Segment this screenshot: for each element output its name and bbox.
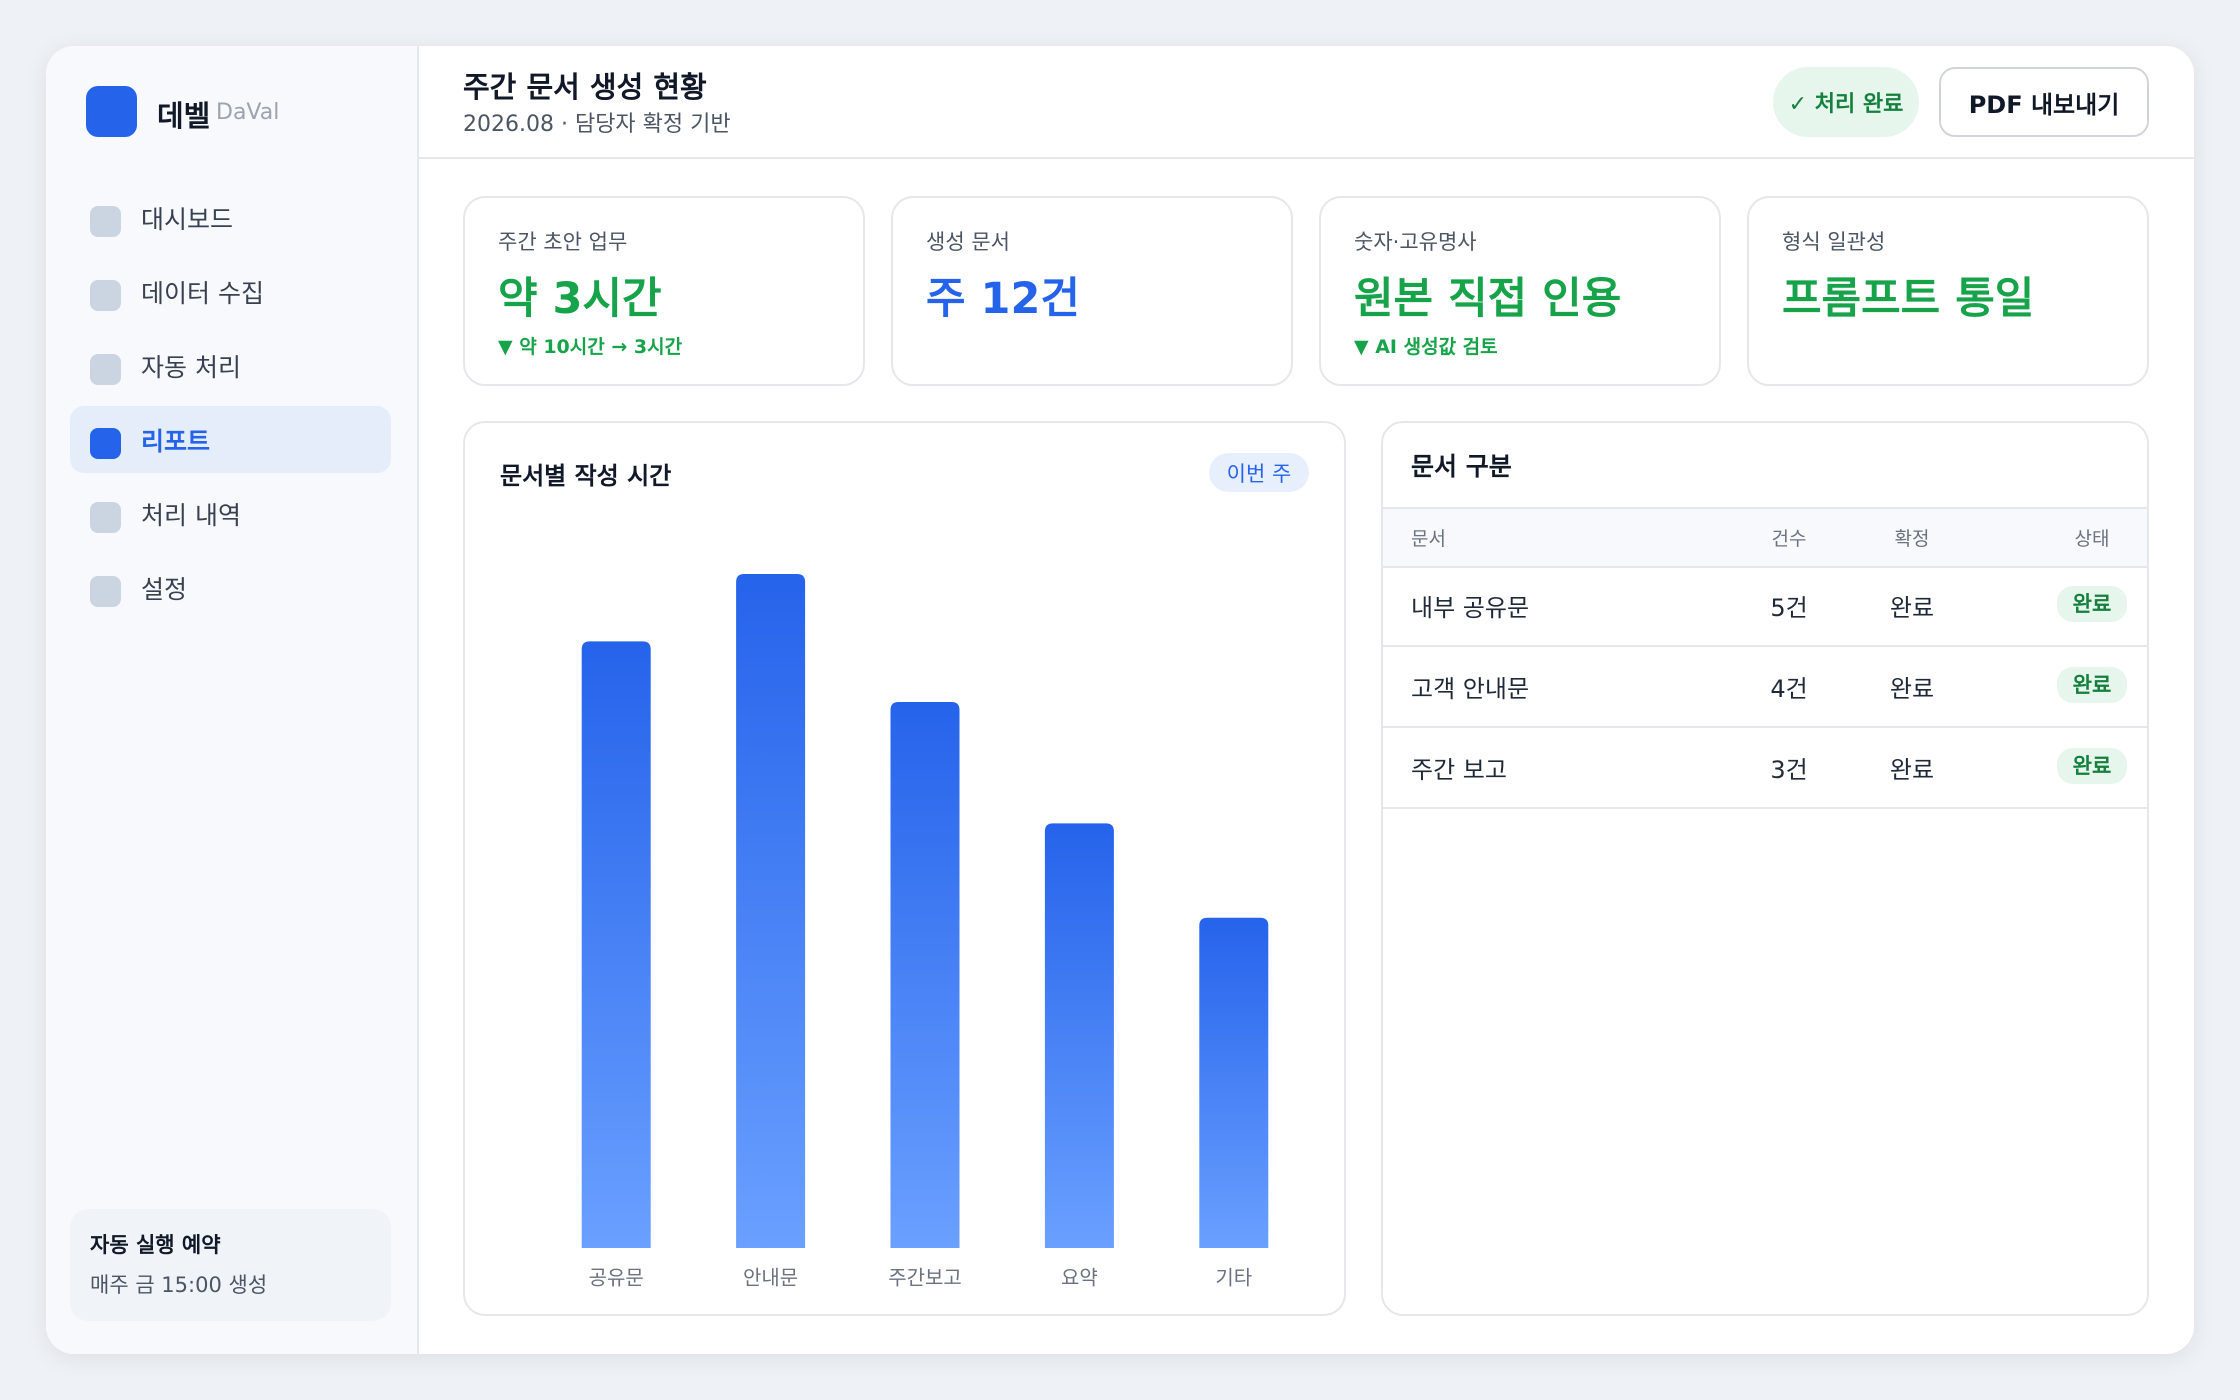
- kpi-note: ▼ 약 10시간 → 3시간: [498, 336, 683, 358]
- schedule-box: 자동 실행 예약 매주 금 15:00 생성: [70, 1209, 391, 1321]
- bar-chart: 공유문 안내문 주간보고 요약 기타: [581, 574, 1269, 1290]
- table-row: 고객 안내문 4건 완료 완료: [1383, 647, 2147, 728]
- x-tick-label: 안내문: [743, 1266, 798, 1290]
- bar: [581, 641, 651, 1248]
- cell: 내부 공유문: [1411, 594, 1530, 622]
- nav-item[interactable]: 처리 내역: [70, 480, 391, 547]
- column-header: 확정: [1894, 528, 1930, 550]
- cell: 완료: [1889, 594, 1935, 622]
- status-pill: 완료: [2056, 748, 2128, 784]
- nav-label: 설정: [141, 575, 188, 604]
- brand: 데벨: [157, 99, 211, 133]
- cell: 완료: [2012, 667, 2147, 703]
- nav-label: 처리 내역: [141, 501, 241, 530]
- status-pill: 완료: [2056, 586, 2128, 622]
- nav-label: 자동 처리: [141, 353, 241, 382]
- cell: 고객 안내문: [1411, 675, 1530, 703]
- cell: 3건: [1770, 756, 1808, 784]
- table-title: 문서 구분: [1411, 452, 1512, 481]
- nav-item[interactable]: 데이터 수집: [70, 258, 391, 325]
- cell: 5건: [1770, 594, 1808, 622]
- status-badge: ✓ 처리 완료: [1773, 67, 1919, 137]
- kpi-label: 생성 문서: [926, 230, 1010, 254]
- nav-icon: [90, 280, 121, 311]
- nav-icon: [90, 576, 121, 607]
- column-header: 건수: [1771, 528, 1807, 550]
- kpi-value: 약 3시간: [498, 274, 662, 324]
- chart-title: 문서별 작성 시간: [500, 462, 672, 490]
- nav-label: 리포트: [141, 427, 211, 456]
- nav-label: 대시보드: [141, 205, 234, 234]
- cell: 주간 보고: [1411, 756, 1507, 784]
- nav-icon: [90, 428, 121, 459]
- x-tick-label: 주간보고: [888, 1266, 962, 1290]
- page-title: 주간 문서 생성 현황: [463, 70, 707, 104]
- nav-item[interactable]: 자동 처리: [70, 332, 391, 399]
- cell: 4건: [1770, 675, 1808, 703]
- schedule-title: 자동 실행 예약: [90, 1233, 221, 1257]
- nav-icon: [90, 354, 121, 385]
- bar: [890, 702, 960, 1248]
- pdf-button[interactable]: PDF 내보내기: [1939, 67, 2149, 137]
- x-tick-label: 요약: [1061, 1266, 1098, 1290]
- cell: 완료: [2012, 748, 2147, 784]
- kpi-label: 형식 일관성: [1782, 230, 1886, 254]
- x-tick-label: 공유문: [589, 1266, 644, 1290]
- nav-item[interactable]: 리포트: [70, 406, 391, 473]
- table-row: 내부 공유문 5건 완료 완료: [1383, 566, 2147, 647]
- table-row: 주간 보고 3건 완료 완료: [1383, 728, 2147, 809]
- header: 주간 문서 생성 현황 2026.08 · 담당자 확정 기반 ✓ 처리 완료 …: [417, 46, 2194, 159]
- kpi-label: 주간 초안 업무: [498, 230, 628, 254]
- kpi-note: ▼ AI 생성값 검토: [1354, 336, 1498, 358]
- kpi-value: 원본 직접 인용: [1354, 274, 1622, 324]
- column-header: 상태: [2074, 528, 2110, 550]
- cell: 완료: [1889, 675, 1935, 703]
- kpi-value: 주 12건: [926, 274, 1080, 324]
- nav-item[interactable]: 설정: [70, 554, 391, 621]
- bar: [1199, 917, 1269, 1248]
- nav-icon: [90, 502, 121, 533]
- table-card: 문서 구분 문서 건수 확정 상태 내부 공유문 5건 완료 완료 고객 안내문 4건 완료 완료 주간…: [1381, 421, 2149, 1316]
- table-header: 문서 건수 확정 상태: [1383, 507, 2147, 568]
- kpi-label: 숫자·고유명사: [1354, 230, 1477, 254]
- kpi-value: 프롬프트 통일: [1782, 274, 2035, 324]
- logo: [86, 86, 137, 137]
- chart-badge: 이번 주: [1209, 453, 1309, 492]
- nav-label: 데이터 수집: [141, 279, 264, 308]
- status-pill: 완료: [2056, 667, 2128, 703]
- chart-card: 문서별 작성 시간 이번 주 공유문 안내문 주간보고 요약 기타: [463, 421, 1346, 1316]
- column-header: 문서: [1411, 528, 1446, 550]
- cell: 완료: [2012, 586, 2147, 622]
- nav-item[interactable]: 대시보드: [70, 184, 391, 251]
- bar: [736, 574, 806, 1248]
- page-subtitle: 2026.08 · 담당자 확정 기반: [463, 112, 731, 137]
- schedule-text: 매주 금 15:00 생성: [90, 1273, 268, 1297]
- nav-icon: [90, 206, 121, 237]
- brand-sub: DaVal: [216, 100, 280, 125]
- bar: [1044, 823, 1114, 1248]
- cell: 완료: [1889, 756, 1935, 784]
- x-tick-label: 기타: [1215, 1266, 1252, 1290]
